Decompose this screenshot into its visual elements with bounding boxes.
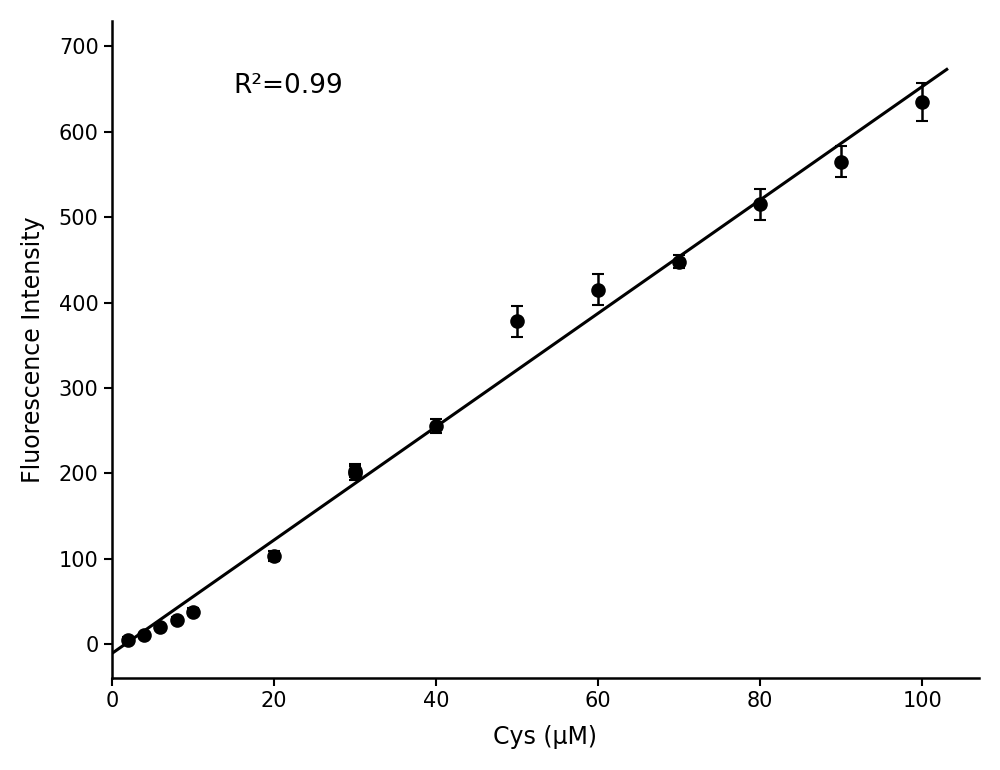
Y-axis label: Fluorescence Intensity: Fluorescence Intensity <box>21 216 45 483</box>
Text: R²=0.99: R²=0.99 <box>233 73 343 99</box>
X-axis label: Cys (μM): Cys (μM) <box>493 725 597 749</box>
